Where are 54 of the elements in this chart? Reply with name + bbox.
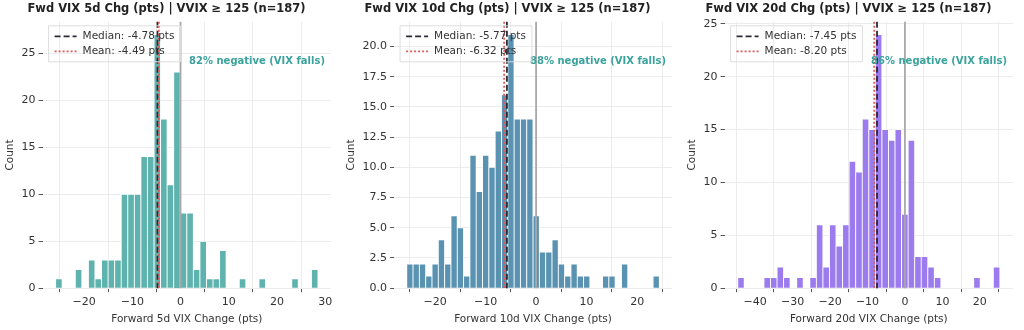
x-tick-label: −10 <box>120 294 144 308</box>
annotation: 82% negative (VIX falls) <box>189 55 325 67</box>
x-axis-title: Forward 20d VIX Change (pts) <box>789 312 948 325</box>
y-tick-label: 10.0 <box>362 160 388 174</box>
y-tick-label: 5 <box>28 234 36 248</box>
x-tick-label: 20 <box>269 294 284 308</box>
x-tick-label: −30 <box>780 294 805 308</box>
y-tick-label: 7.5 <box>369 190 388 204</box>
y-tick-label: 10 <box>21 187 36 201</box>
chart-title: Fwd VIX 20d Chg (pts) | VVIX ≥ 125 (n=187) <box>705 0 992 15</box>
y-tick-label: 0.0 <box>369 281 388 295</box>
chart-title: Fwd VIX 10d Chg (pts) | VVIX ≥ 125 (n=187) <box>364 0 651 15</box>
ref-line-label: Median: -4.78 pts <box>82 29 175 42</box>
y-tick-label: 20.0 <box>362 39 388 53</box>
y-tick-label: 25 <box>21 46 36 60</box>
x-tick-label: −20 <box>423 294 447 308</box>
y-tick-label: 2.5 <box>369 250 388 264</box>
x-tick-label: −40 <box>743 294 767 308</box>
y-axis-title: Count <box>685 139 698 171</box>
y-tick-label: 15 <box>703 122 718 136</box>
chart-title: Fwd VIX 5d Chg (pts) | VVIX ≥ 125 (n=187) <box>27 0 306 15</box>
y-tick-label: 0 <box>710 281 718 295</box>
x-tick-label: 30 <box>318 294 333 308</box>
ref-line-label: Median: -7.45 pts <box>764 29 857 42</box>
x-tick-label: −10 <box>855 294 880 308</box>
x-tick-label: −20 <box>72 294 96 308</box>
x-tick-label: 0 <box>532 294 540 308</box>
y-axis-title: Count <box>344 139 357 171</box>
y-tick-label: 10 <box>703 175 718 189</box>
x-tick-label: 10 <box>221 294 236 308</box>
y-tick-label: 15.0 <box>362 99 388 113</box>
x-axis-title: Forward 10d VIX Change (pts) <box>454 312 612 325</box>
annotation: 88% negative (VIX falls) <box>530 55 666 67</box>
y-tick-label: 0 <box>28 281 36 295</box>
y-tick-label: 12.5 <box>362 130 388 144</box>
x-tick-label: −20 <box>818 294 842 308</box>
x-tick-label: 10 <box>935 294 950 308</box>
x-tick-label: 10 <box>579 294 594 308</box>
x-tick-label: 20 <box>630 294 645 308</box>
y-axis-title: Count <box>3 139 16 171</box>
y-tick-label: 5 <box>710 228 718 242</box>
y-tick-label: 17.5 <box>362 69 388 83</box>
x-tick-label: 0 <box>901 294 909 308</box>
x-tick-label: −10 <box>473 294 498 308</box>
ref-line-label: Median: -5.77 pts <box>434 29 526 42</box>
y-tick-label: 25 <box>703 16 718 30</box>
y-tick-label: 15 <box>21 140 36 154</box>
ref-line-label: Mean: -8.20 pts <box>764 44 847 57</box>
y-tick-label: 20 <box>703 69 718 83</box>
x-axis-title: Forward 5d VIX Change (pts) <box>111 312 263 325</box>
y-tick-label: 20 <box>21 93 36 107</box>
x-tick-label: 0 <box>177 294 185 308</box>
x-tick-label: 20 <box>972 294 987 308</box>
y-tick-label: 5.0 <box>369 220 388 234</box>
